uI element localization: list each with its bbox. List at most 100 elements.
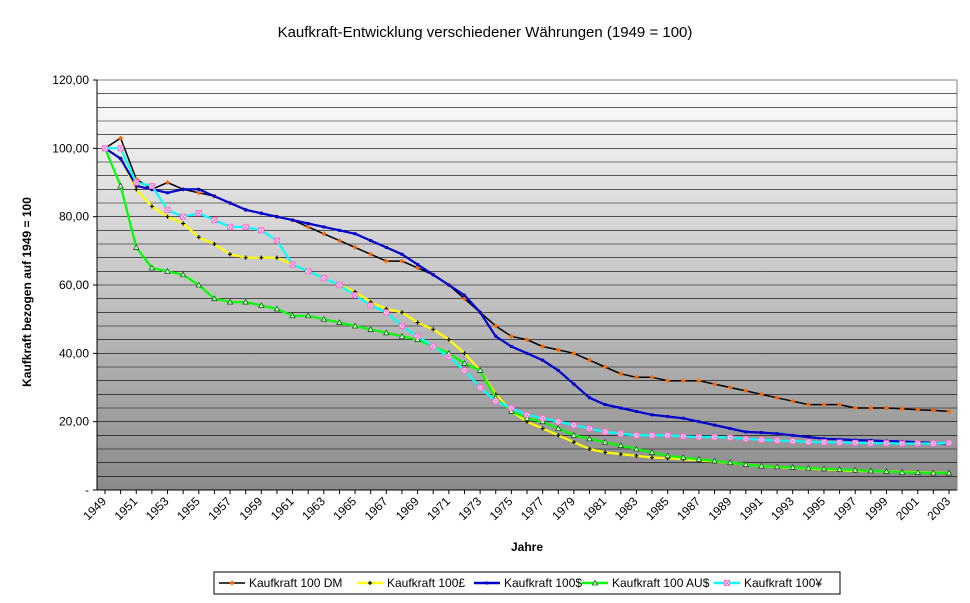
- x-axis-label: Jahre: [511, 540, 543, 554]
- data-point: [431, 327, 436, 332]
- legend-marker: [591, 579, 599, 586]
- y-tick-label: 20,00: [59, 415, 89, 429]
- data-point: [228, 201, 232, 205]
- x-tick-label: 1981: [580, 494, 609, 523]
- data-point: [648, 449, 656, 455]
- legend-label: Kaufkraft 100 DM: [249, 576, 342, 590]
- data-point: [945, 439, 953, 446]
- x-tick-label: 1949: [80, 494, 109, 523]
- data-point: [789, 438, 796, 445]
- data-point: [273, 237, 280, 244]
- data-point: [414, 333, 421, 340]
- data-point: [351, 322, 359, 329]
- data-point: [587, 447, 592, 451]
- x-tick-label: 1955: [174, 494, 203, 523]
- data-point: [680, 454, 687, 460]
- data-point: [570, 431, 578, 438]
- data-point: [211, 217, 218, 224]
- data-point: [181, 221, 186, 226]
- data-point: [462, 293, 466, 297]
- data-point: [211, 295, 218, 302]
- data-point: [258, 227, 265, 234]
- data-point: [383, 258, 389, 264]
- data-point: [336, 281, 343, 289]
- data-point: [930, 407, 936, 413]
- data-point: [711, 433, 718, 441]
- data-point: [695, 433, 702, 441]
- data-point: [649, 374, 655, 380]
- data-point: [587, 357, 593, 363]
- data-point: [602, 364, 608, 370]
- data-point: [868, 405, 874, 411]
- data-point: [134, 187, 139, 192]
- data-point: [431, 273, 435, 277]
- data-point: [805, 402, 811, 408]
- data-point: [697, 420, 701, 424]
- data-point: [602, 428, 609, 435]
- data-point: [603, 450, 608, 455]
- x-tick-label: 1975: [487, 494, 516, 523]
- y-tick-label: 100,00: [52, 141, 89, 155]
- data-point: [571, 350, 577, 356]
- data-point: [789, 464, 796, 470]
- data-point: [633, 374, 639, 380]
- data-point: [368, 251, 374, 257]
- data-point: [447, 283, 451, 287]
- data-point: [305, 224, 311, 230]
- x-tick-label: 2001: [893, 494, 922, 523]
- data-point: [383, 329, 390, 336]
- data-point: [336, 238, 342, 244]
- data-point: [633, 445, 640, 452]
- data-point: [430, 343, 437, 350]
- data-point: [132, 244, 140, 250]
- data-point: [197, 187, 201, 191]
- data-point: [259, 211, 263, 215]
- data-point: [898, 468, 906, 475]
- legend: Kaufkraft 100 DM Kaufkraft 100£ Kaufkraft …: [213, 571, 841, 595]
- data-point: [601, 438, 609, 445]
- data-point: [244, 208, 248, 212]
- legend-item: Kaufkraft 100 DM: [219, 576, 342, 590]
- data-point: [399, 310, 404, 315]
- legend-marker: [229, 580, 235, 586]
- data-point: [149, 204, 154, 209]
- data-point: [352, 292, 359, 299]
- data-point: [805, 464, 812, 471]
- data-point: [851, 466, 859, 473]
- data-point: [867, 440, 874, 447]
- legend-item: Kaufkraft 100¥: [714, 576, 822, 590]
- x-tick-label: 1997: [831, 494, 860, 523]
- data-point: [117, 145, 124, 152]
- data-point: [696, 378, 702, 384]
- data-point: [476, 367, 484, 373]
- data-point: [242, 298, 249, 305]
- data-point: [196, 190, 202, 196]
- data-point: [571, 440, 576, 445]
- data-point: [416, 263, 420, 266]
- legend-item: Kaufkraft 100 AU$: [582, 576, 710, 590]
- data-point: [665, 378, 671, 384]
- data-point: [446, 337, 451, 342]
- data-point: [305, 268, 312, 275]
- x-tick-label: 1965: [330, 494, 359, 523]
- data-point: [758, 391, 764, 397]
- data-point: [680, 433, 687, 440]
- data-point: [539, 415, 546, 422]
- y-tick-label: 80,00: [59, 210, 89, 224]
- data-point: [461, 367, 468, 374]
- data-point: [523, 414, 531, 421]
- data-point: [525, 351, 529, 355]
- data-point: [650, 455, 655, 460]
- data-point: [648, 432, 656, 439]
- data-point: [822, 437, 826, 441]
- data-point: [836, 439, 843, 446]
- data-point: [166, 191, 170, 195]
- data-point: [226, 223, 234, 230]
- data-point: [369, 239, 373, 243]
- data-point: [492, 398, 499, 405]
- legend-label: Kaufkraft 100£: [387, 576, 465, 590]
- data-point: [321, 231, 327, 237]
- data-point: [806, 435, 810, 439]
- data-point: [367, 326, 374, 332]
